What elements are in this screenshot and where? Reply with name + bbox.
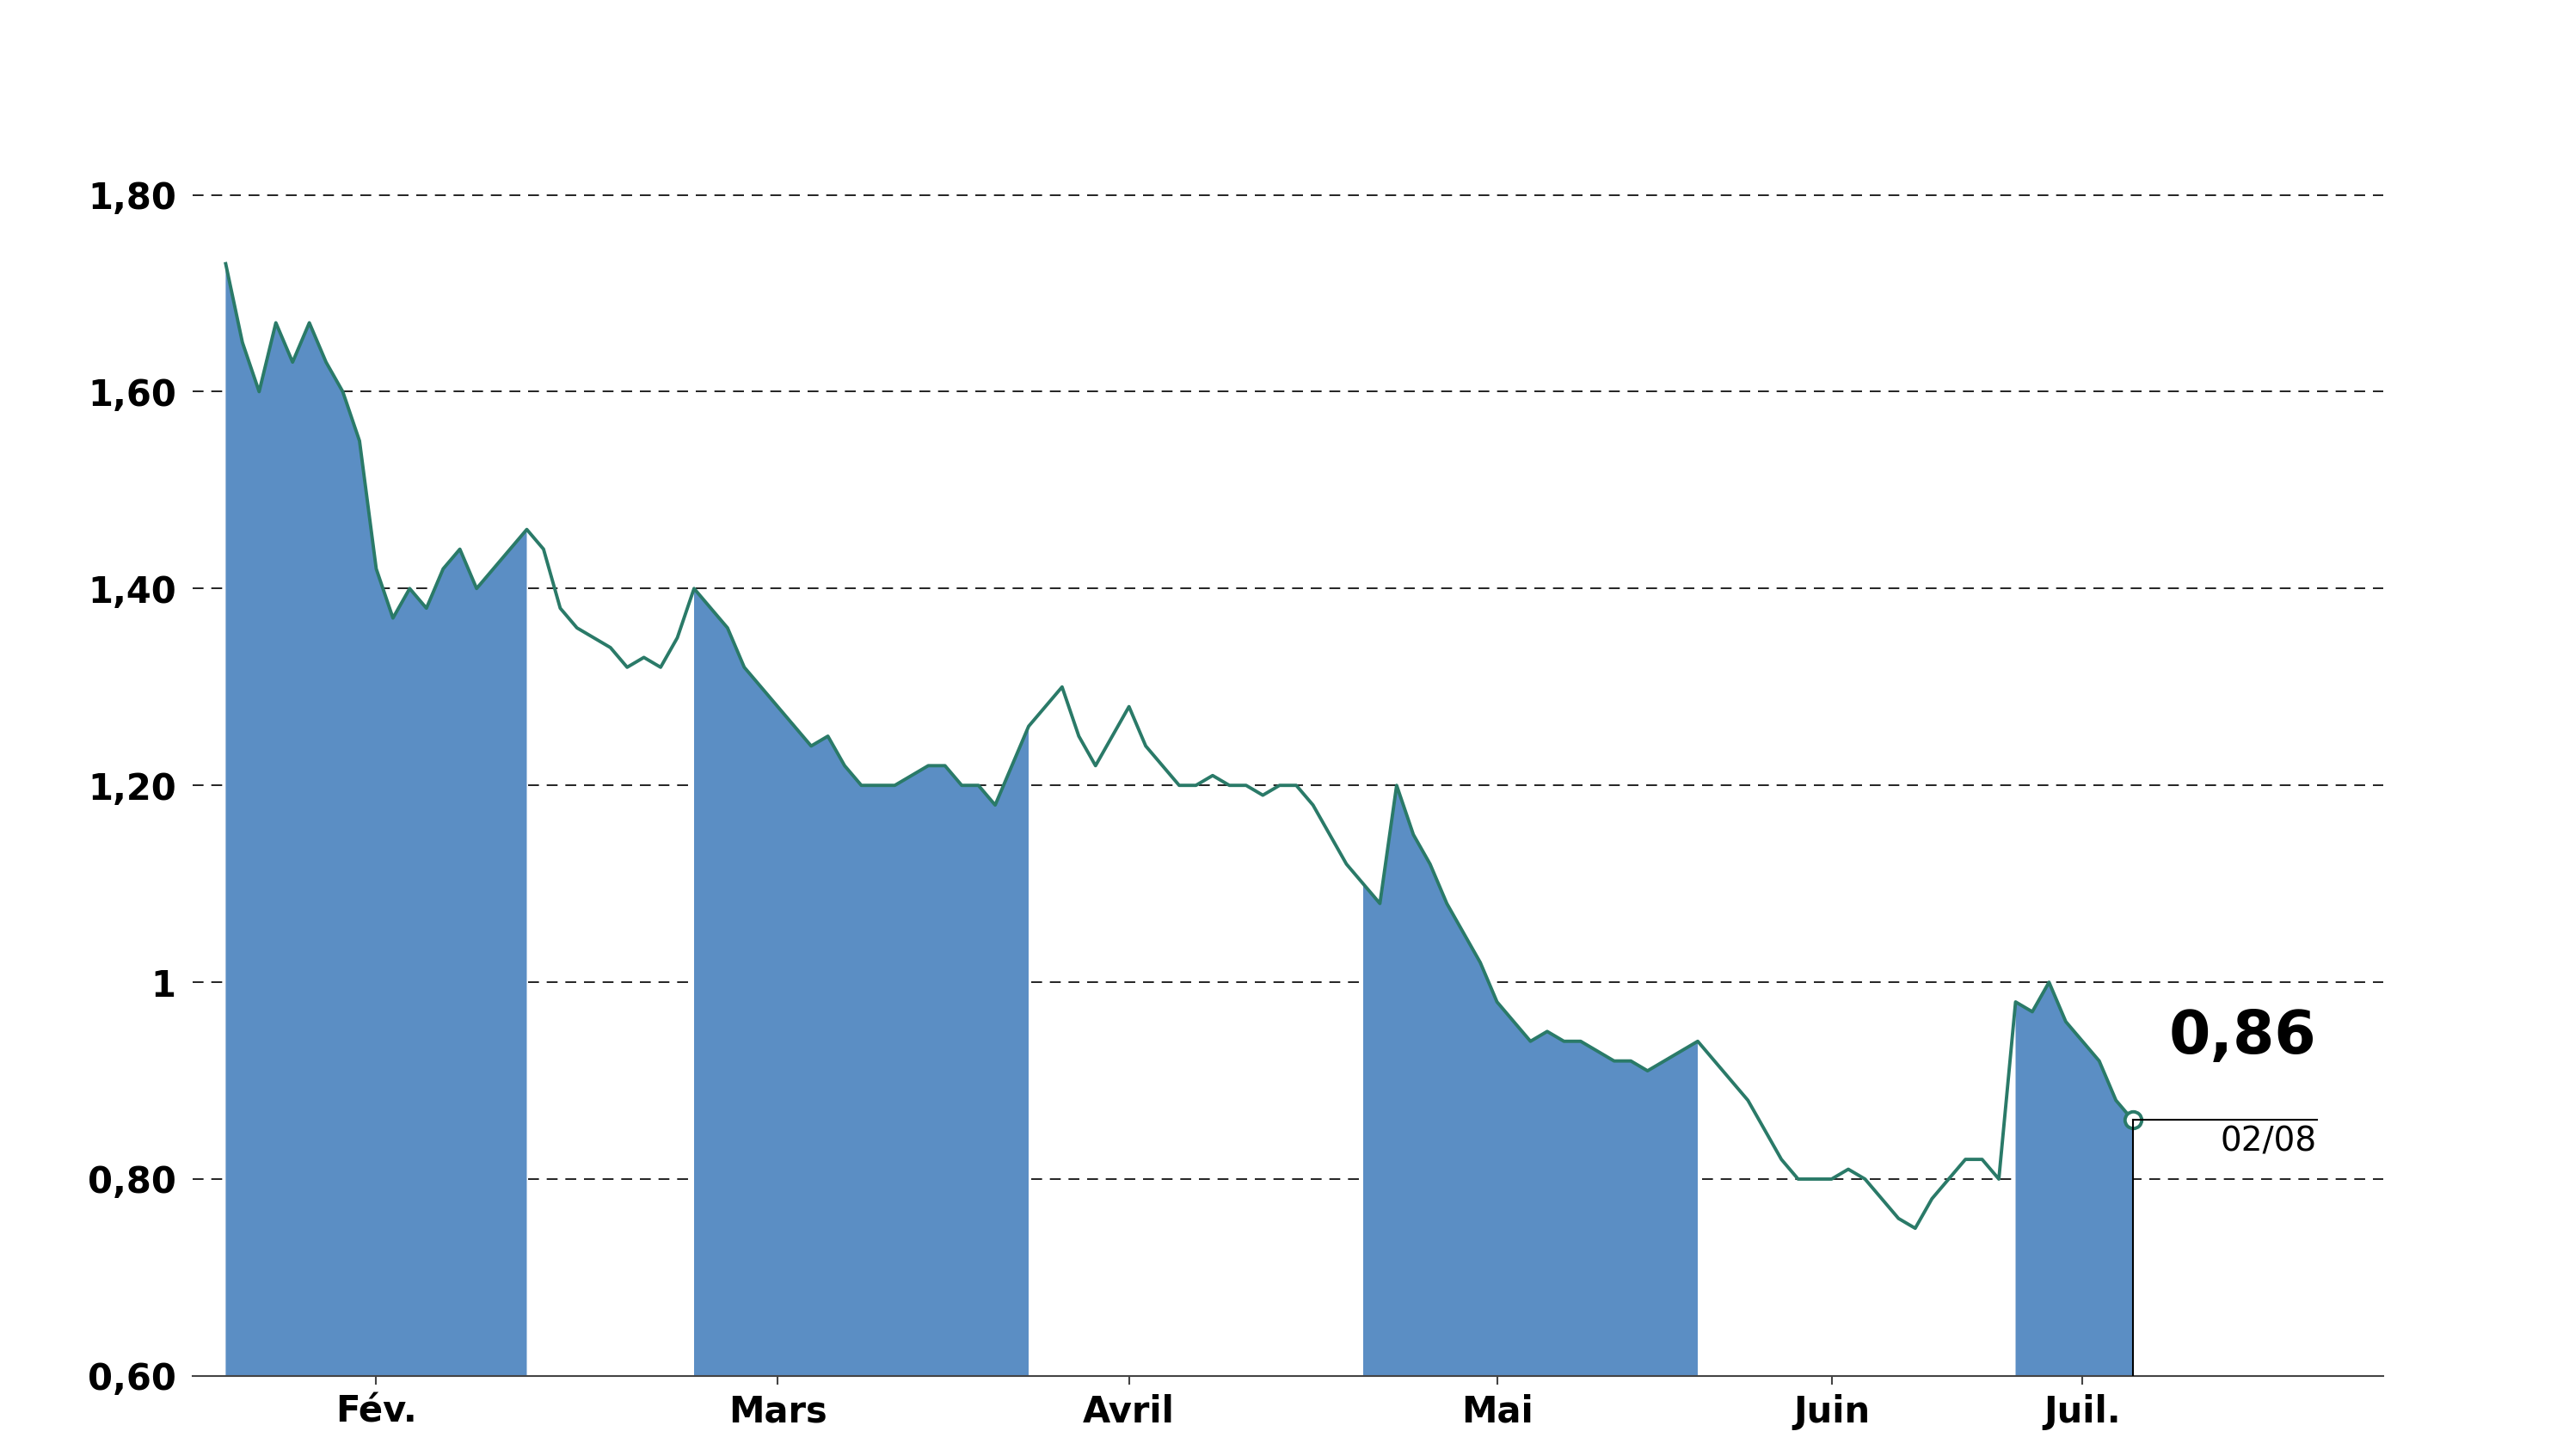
Polygon shape	[226, 264, 528, 1376]
Polygon shape	[695, 588, 1028, 1376]
Polygon shape	[1364, 785, 1697, 1376]
Text: 0,86: 0,86	[2168, 1008, 2317, 1066]
Text: 02/08: 02/08	[2220, 1125, 2317, 1158]
Polygon shape	[2015, 983, 2132, 1376]
Text: DBV TECHNOLOGIES: DBV TECHNOLOGIES	[738, 13, 1825, 106]
